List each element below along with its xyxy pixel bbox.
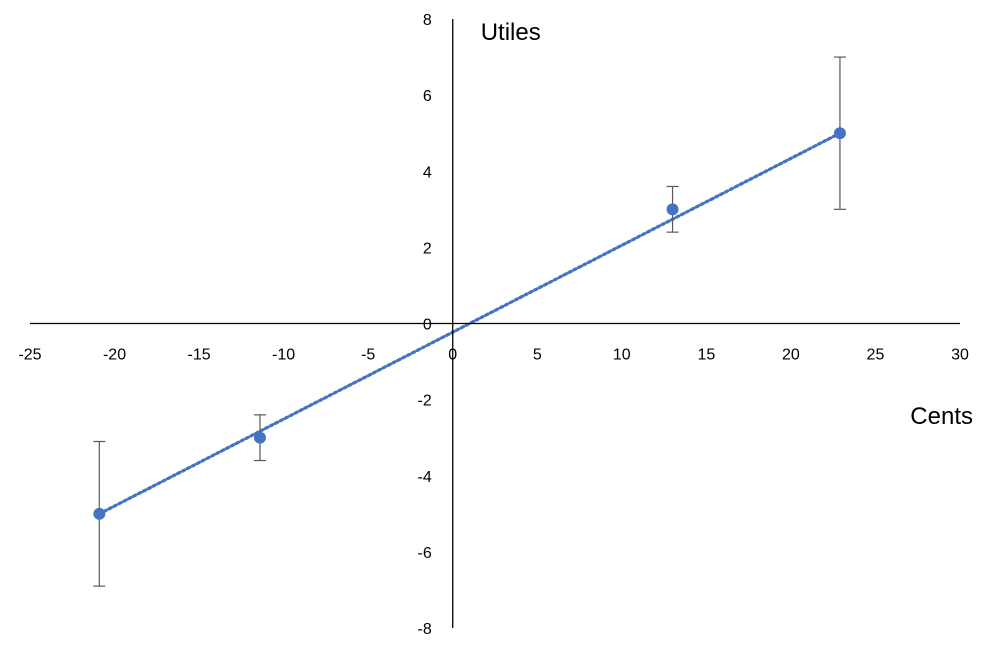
data-point [833,127,846,140]
data-point [666,203,679,216]
x-tick-label: -20 [103,347,126,364]
x-tick-label: 0 [448,347,457,364]
x-tick-label: 20 [782,347,800,364]
y-axis-title: Utiles [481,19,541,46]
data-point-layer [93,127,846,520]
data-point [93,507,106,520]
x-tick-label: 10 [613,347,631,364]
x-axis-title: Cents [910,403,973,430]
y-tick-label: 0 [423,317,432,334]
y-tick-label: -2 [417,393,431,410]
error-bar-layer [93,56,846,587]
x-tick-label: -15 [188,347,211,364]
y-tick-label: -6 [417,545,431,562]
data-point [253,431,266,444]
x-tick-label: 15 [697,347,715,364]
y-tick-label: 4 [423,164,432,181]
x-tick-label: 30 [951,347,969,364]
y-tick-label: -8 [417,621,431,638]
y-tick-label: 2 [423,240,432,257]
x-tick-label: 5 [533,347,542,364]
y-tick-label: 8 [423,12,432,29]
x-tick-label: -5 [361,347,375,364]
axes-layer [30,19,960,628]
x-tick-label: -10 [272,347,295,364]
y-tick-label: 6 [423,88,432,105]
x-tick-label: 25 [867,347,885,364]
x-tick-label: -25 [18,347,41,364]
y-tick-label: -4 [417,469,431,486]
